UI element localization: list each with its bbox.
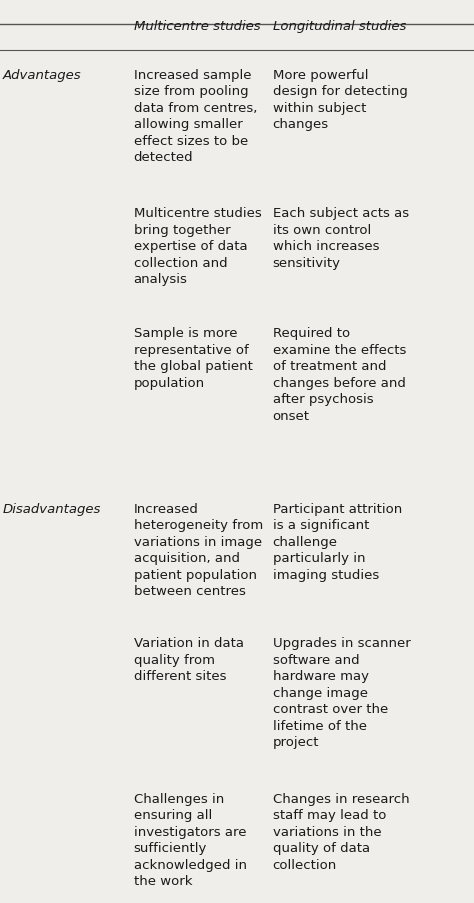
Text: Increased sample
size from pooling
data from centres,
allowing smaller
effect si: Increased sample size from pooling data … <box>134 69 257 164</box>
Text: Multicentre studies
bring together
expertise of data
collection and
analysis: Multicentre studies bring together exper… <box>134 207 262 285</box>
Text: Challenges in
ensuring all
investigators are
sufficiently
acknowledged in
the wo: Challenges in ensuring all investigators… <box>134 792 246 888</box>
Text: Disadvantages: Disadvantages <box>2 502 101 515</box>
Text: Sample is more
representative of
the global patient
population: Sample is more representative of the glo… <box>134 327 253 389</box>
Text: Changes in research
staff may lead to
variations in the
quality of data
collecti: Changes in research staff may lead to va… <box>273 792 409 870</box>
Text: More powerful
design for detecting
within subject
changes: More powerful design for detecting withi… <box>273 69 408 131</box>
Text: Increased
heterogeneity from
variations in image
acquisition, and
patient popula: Increased heterogeneity from variations … <box>134 502 263 598</box>
Text: Variation in data
quality from
different sites: Variation in data quality from different… <box>134 637 244 683</box>
Text: Each subject acts as
its own control
which increases
sensitivity: Each subject acts as its own control whi… <box>273 207 409 269</box>
Text: Required to
examine the effects
of treatment and
changes before and
after psycho: Required to examine the effects of treat… <box>273 327 406 423</box>
Text: Multicentre studies: Multicentre studies <box>134 20 260 33</box>
Text: Upgrades in scanner
software and
hardware may
change image
contrast over the
lif: Upgrades in scanner software and hardwar… <box>273 637 410 749</box>
Text: Advantages: Advantages <box>2 69 81 81</box>
Text: Participant attrition
is a significant
challenge
particularly in
imaging studies: Participant attrition is a significant c… <box>273 502 402 581</box>
Text: Longitudinal studies: Longitudinal studies <box>273 20 406 33</box>
